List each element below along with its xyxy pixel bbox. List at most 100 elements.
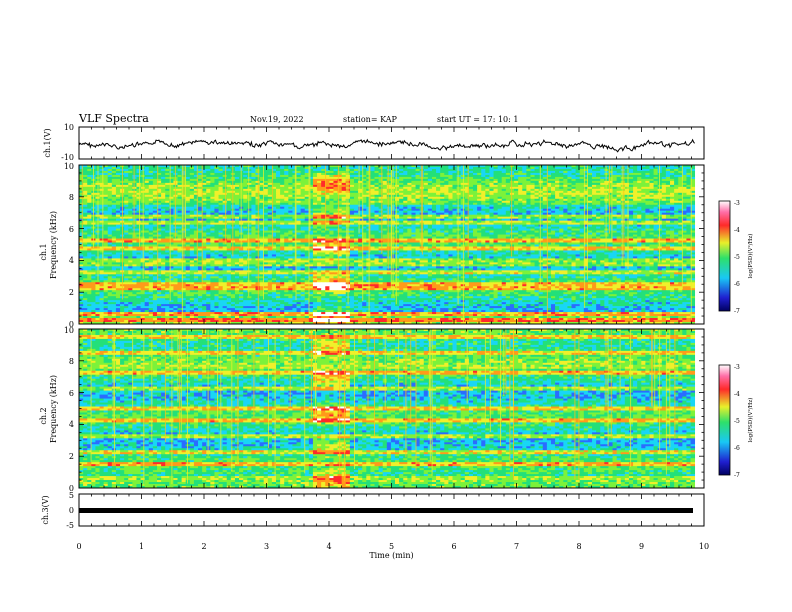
spec1-cell: [682, 176, 687, 180]
spec1-cell: [329, 188, 334, 192]
spec1-cell: [399, 224, 404, 228]
spec1-cell: [161, 178, 166, 182]
spec1-cell: [575, 176, 581, 180]
spec1-cell: [329, 218, 334, 222]
spec1-cell: [144, 218, 150, 222]
spec1-cell: [333, 204, 338, 208]
spec1-cell: [575, 208, 581, 212]
spec1-cell: [678, 184, 683, 188]
spec1-cell: [136, 186, 141, 190]
spec1-cell: [678, 176, 683, 180]
spec1-cell: [296, 214, 302, 218]
spec1-cell: [579, 182, 585, 186]
spec1-cell: [686, 188, 691, 192]
spec1-cell: [214, 204, 219, 208]
spec1-cell: [395, 210, 400, 214]
spec1-cell: [304, 220, 310, 224]
spec1-cell: [300, 218, 306, 222]
spec1-cell: [403, 172, 408, 176]
spec1-cell: [296, 220, 302, 224]
spec1-cell: [493, 222, 499, 226]
spec1-cell: [353, 222, 359, 226]
spec1-cell: [349, 178, 355, 182]
spec1-cell: [444, 200, 449, 204]
spec1-cell: [649, 208, 654, 212]
spec1-cell: [115, 180, 121, 184]
spec1-cell: [431, 216, 437, 220]
spec1-cell: [415, 226, 421, 229]
spec1-cell: [477, 208, 482, 212]
spec1-cell: [587, 200, 593, 204]
spec1-cell: [218, 216, 224, 220]
spec1-cell: [169, 178, 174, 182]
spec1-cell: [79, 206, 84, 210]
spec1-cell: [559, 186, 564, 190]
spec1-cell: [665, 180, 671, 184]
spec1-cell: [341, 202, 347, 206]
spec1-cell: [522, 190, 527, 194]
spec1-cell: [111, 222, 117, 226]
spec1-cell: [505, 194, 511, 198]
spec1-cell: [124, 222, 129, 226]
spec1-cell: [255, 174, 260, 178]
spec1-cell: [555, 170, 560, 174]
spec1-cell: [370, 226, 375, 229]
spec1-cell: [284, 180, 289, 184]
spec1-cell: [501, 204, 507, 208]
spec1-cell: [79, 200, 84, 204]
spec1-cell: [624, 208, 630, 212]
spec1-cell: [395, 208, 400, 212]
spec1-cell: [370, 182, 375, 186]
spec1-cell: [399, 194, 404, 198]
spec1-cell: [185, 216, 191, 220]
spec1-cell: [542, 204, 548, 208]
spec1-cell: [333, 168, 338, 172]
spec1-cell: [206, 174, 211, 178]
spec1-cell: [206, 204, 211, 208]
spec1-cell: [624, 190, 630, 194]
spec1-cell: [485, 228, 490, 231]
spec1-cell: [559, 202, 564, 206]
spec1-cell: [214, 174, 219, 178]
spec1-cell: [477, 180, 482, 184]
spec1-cell: [296, 224, 302, 228]
spec1-cell: [103, 228, 109, 231]
spec1-cell: [485, 208, 490, 212]
spec1-cell: [193, 222, 199, 226]
spec1-cell: [534, 190, 540, 194]
spec1-cell: [386, 196, 392, 200]
spec1-cell: [128, 182, 133, 186]
spec1-cell: [99, 182, 105, 186]
spec1-cell: [481, 198, 486, 202]
spec1-cell: [592, 182, 597, 186]
spec1-cell: [596, 184, 601, 188]
spec1-cell: [115, 212, 121, 216]
spec1-cell: [559, 220, 564, 224]
spec1-cell: [477, 176, 482, 180]
spec1-cell: [452, 176, 457, 180]
spec1-cell: [534, 196, 540, 200]
spec1-cell: [624, 198, 630, 202]
spec1-cell: [99, 168, 105, 172]
spec1-cell: [177, 198, 182, 202]
spec1-cell: [128, 174, 133, 178]
spec1-cell: [218, 226, 224, 229]
spec1-cell: [362, 218, 367, 222]
spec1-cell: [522, 168, 527, 172]
spec1-cell: [686, 200, 691, 204]
spec1-cell: [292, 194, 297, 198]
spec1-cell: [473, 174, 478, 178]
spec1-cell: [308, 210, 314, 214]
spec1-cell: [440, 194, 445, 198]
spec1-cell: [280, 184, 285, 188]
spec1-cell: [514, 168, 519, 172]
spec1-cell: [399, 214, 404, 218]
spec1-cell: [280, 226, 285, 229]
spec1-cell: [202, 222, 207, 226]
spec1-cell: [403, 228, 408, 231]
spec1-cell: [386, 172, 392, 176]
spec1-cell: [87, 198, 92, 202]
spec1-cell: [637, 186, 642, 190]
spec1-cell: [444, 172, 449, 176]
spec1-cell: [156, 170, 162, 174]
